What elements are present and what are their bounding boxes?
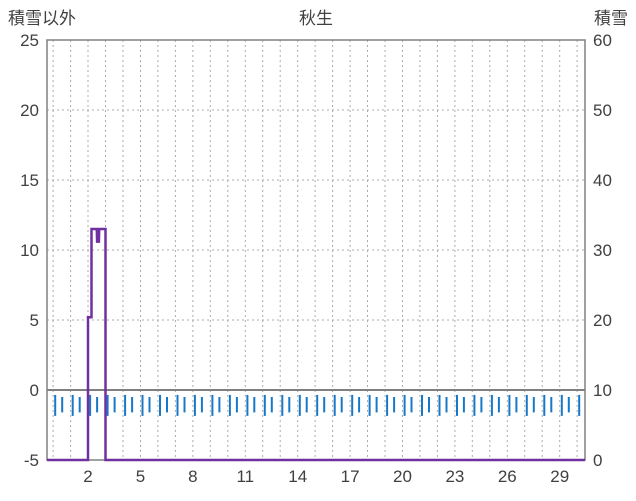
x-axis-tick-label: 17 <box>341 467 360 486</box>
left-axis-tick-label: 0 <box>30 381 39 400</box>
x-axis-tick-label: 14 <box>288 467 307 486</box>
x-axis-tick-label: 29 <box>550 467 569 486</box>
x-axis-tick-label: 8 <box>188 467 197 486</box>
left-axis-tick-label: 5 <box>30 311 39 330</box>
right-axis-tick-label: 20 <box>593 311 612 330</box>
left-axis-tick-label: 25 <box>20 31 39 50</box>
x-axis-tick-label: 2 <box>83 467 92 486</box>
x-axis-tick-label: 11 <box>236 467 254 486</box>
x-axis-tick-label: 5 <box>136 467 145 486</box>
left-axis-tick-label: 10 <box>20 241 39 260</box>
right-axis-title: 積雪 <box>594 9 628 28</box>
right-axis-tick-label: 40 <box>593 171 612 190</box>
series-non-snow-purple <box>47 227 585 462</box>
right-axis-tick-label: 10 <box>593 381 612 400</box>
right-axis-tick-label: 0 <box>593 451 602 470</box>
x-axis-tick-label: 23 <box>445 467 464 486</box>
x-axis-tick-label: 20 <box>393 467 412 486</box>
left-axis-tick-label: 20 <box>20 101 39 120</box>
left-axis-tick-label: -5 <box>24 451 39 470</box>
chart-title: 秋生 <box>299 9 333 28</box>
right-axis-tick-label: 30 <box>593 241 612 260</box>
right-axis-tick-label: 50 <box>593 101 612 120</box>
x-axis-tick-label: 26 <box>498 467 517 486</box>
right-axis-tick-label: 60 <box>593 31 612 50</box>
left-axis-title: 積雪以外 <box>8 9 76 28</box>
left-axis-tick-label: 15 <box>20 171 39 190</box>
